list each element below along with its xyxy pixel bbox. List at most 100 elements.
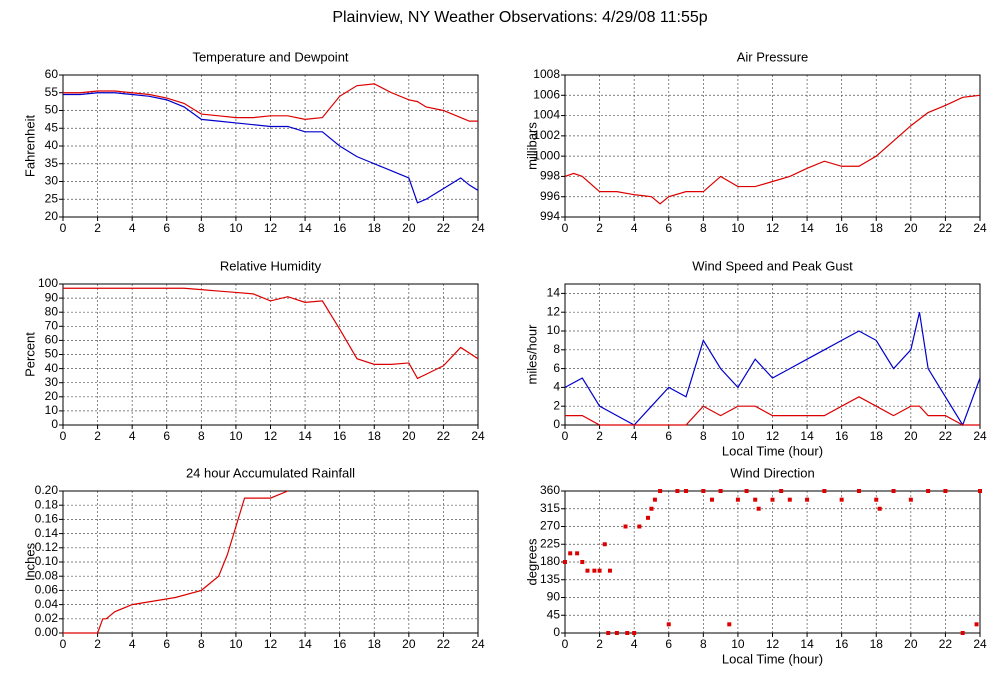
point — [960, 631, 965, 635]
point — [623, 524, 628, 529]
y-tick-label: 0 — [553, 625, 560, 639]
x-tick-label: 6 — [665, 637, 672, 651]
series-line — [565, 312, 980, 427]
x-tick-label: 0 — [562, 221, 569, 235]
point — [908, 497, 913, 502]
y-tick-label: 0 — [51, 417, 58, 431]
x-tick-label: 24 — [973, 429, 987, 443]
y-axis-label: Percent — [22, 332, 37, 377]
x-tick-label: 10 — [229, 429, 243, 443]
y-tick-label: 50 — [45, 103, 59, 117]
point — [649, 506, 654, 511]
x-tick-label: 4 — [631, 429, 638, 443]
x-tick-label: 24 — [471, 221, 485, 235]
y-tick-label: 10 — [547, 323, 561, 337]
y-tick-label: 1002 — [533, 128, 560, 142]
x-tick-label: 4 — [631, 637, 638, 651]
y-tick-label: 315 — [540, 501, 560, 515]
point — [839, 497, 844, 502]
y-tick-label: 0.14 — [35, 526, 59, 540]
x-tick-label: 8 — [700, 221, 707, 235]
x-tick-label: 8 — [198, 637, 205, 651]
point — [625, 631, 630, 635]
x-tick-label: 4 — [129, 221, 136, 235]
point — [701, 489, 706, 493]
x-tick-label: 18 — [368, 221, 382, 235]
x-tick-label: 6 — [163, 429, 170, 443]
y-tick-label: 8 — [553, 342, 560, 356]
x-tick-label: 22 — [437, 221, 451, 235]
y-tick-label: 360 — [540, 483, 560, 497]
point — [666, 622, 671, 627]
y-tick-label: 30 — [45, 174, 59, 188]
chart-title: 24 hour Accumulated Rainfall — [186, 465, 355, 480]
x-tick-label: 12 — [766, 221, 780, 235]
x-tick-label: 20 — [402, 429, 416, 443]
x-axis-label: Local Time (hour) — [722, 651, 823, 666]
x-tick-label: 16 — [333, 637, 347, 651]
y-tick-label: 40 — [45, 361, 59, 375]
x-tick-label: 0 — [60, 429, 67, 443]
x-tick-label: 2 — [94, 221, 101, 235]
y-tick-label: 6 — [553, 361, 560, 375]
x-tick-label: 16 — [333, 429, 347, 443]
point — [727, 622, 732, 627]
chart-title: Air Pressure — [737, 49, 809, 64]
point — [607, 568, 612, 573]
page-title: Plainview, NY Weather Observations: 4/29… — [332, 9, 707, 26]
y-tick-label: 0.02 — [35, 611, 59, 625]
y-tick-label: 225 — [540, 536, 560, 550]
y-axis-label: millibars — [524, 122, 539, 170]
x-tick-label: 14 — [800, 429, 814, 443]
y-axis-label: degrees — [524, 538, 539, 585]
x-tick-label: 20 — [904, 429, 918, 443]
plot-frame — [564, 74, 981, 218]
point — [805, 497, 810, 502]
y-tick-label: 0.04 — [35, 597, 59, 611]
x-tick-label: 16 — [835, 429, 849, 443]
chart-title: Relative Humidity — [220, 258, 322, 273]
x-tick-label: 2 — [596, 429, 603, 443]
chart-title: Wind Direction — [730, 465, 815, 480]
y-tick-label: 998 — [540, 169, 560, 183]
series-line — [63, 92, 478, 204]
point — [614, 631, 619, 635]
point — [632, 631, 637, 635]
point — [580, 560, 585, 564]
point — [675, 489, 680, 493]
y-tick-label: 0.06 — [35, 583, 59, 597]
y-tick-label: 1000 — [533, 148, 560, 162]
y-axis-label: Fahrenheit — [22, 115, 37, 178]
y-tick-label: 40 — [45, 138, 59, 152]
x-tick-label: 20 — [402, 637, 416, 651]
point — [602, 542, 607, 547]
point — [575, 551, 580, 556]
x-tick-label: 10 — [731, 637, 745, 651]
x-tick-label: 10 — [229, 637, 243, 651]
x-tick-label: 24 — [973, 221, 987, 235]
series-line — [63, 287, 478, 380]
y-tick-label: 70 — [45, 318, 59, 332]
y-tick-label: 135 — [540, 572, 560, 586]
point — [652, 497, 657, 502]
y-tick-label: 10 — [45, 403, 59, 417]
x-tick-label: 12 — [766, 429, 780, 443]
y-tick-label: 180 — [540, 554, 560, 568]
x-tick-label: 14 — [800, 221, 814, 235]
series-line — [63, 83, 478, 122]
point — [891, 489, 896, 493]
y-tick-label: 25 — [45, 191, 59, 205]
point — [753, 497, 758, 502]
x-tick-label: 2 — [596, 221, 603, 235]
x-tick-label: 10 — [731, 429, 745, 443]
x-tick-label: 8 — [700, 429, 707, 443]
point — [943, 489, 948, 493]
plot-frame — [62, 74, 479, 218]
x-tick-label: 16 — [835, 221, 849, 235]
series-line — [565, 94, 980, 205]
point — [592, 568, 597, 573]
x-tick-label: 24 — [973, 637, 987, 651]
point — [874, 497, 879, 502]
point — [597, 568, 602, 573]
y-tick-label: 14 — [547, 286, 561, 300]
